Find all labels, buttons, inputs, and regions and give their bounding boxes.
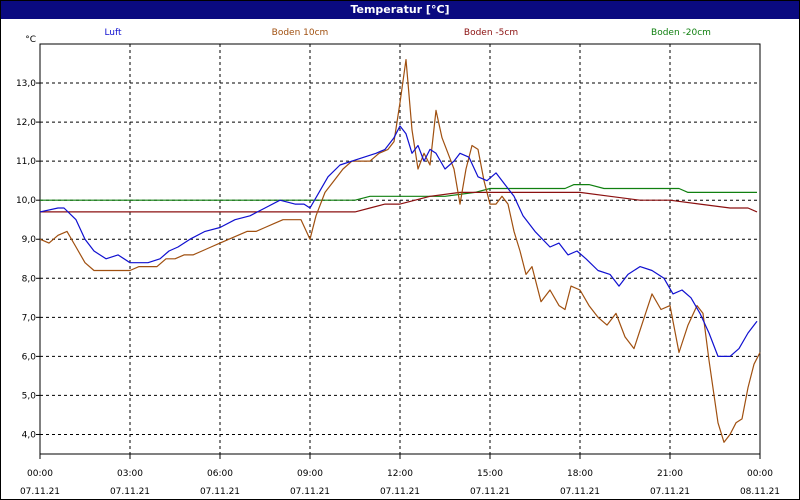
temperature-chart: 4,0 5,0 6,0 7,0 8,0 9,0 10,0 11,0 12,0 13,0 °C 00:0…	[16, 28, 780, 497]
series-line-boden-5cm	[40, 191, 758, 213]
x-tick-date: 07.11.21	[470, 487, 510, 497]
x-tick-time: 18:00	[567, 469, 593, 479]
series-line-boden-20cm	[40, 184, 757, 201]
y-tick-label: 10,0	[16, 196, 36, 206]
y-tick-label: 11,0	[16, 157, 36, 167]
legend-entry-luft: Luft	[104, 28, 122, 38]
x-tick-date: 08.11.21	[740, 487, 780, 497]
chart-title: Temperatur [°C]	[1, 1, 799, 19]
x-tick-time: 21:00	[657, 469, 683, 479]
y-tick-label: 6,0	[22, 352, 37, 362]
y-tick-label: 5,0	[22, 391, 37, 401]
y-tick-label: 7,0	[22, 313, 37, 323]
x-tick-date: 07.11.21	[560, 487, 600, 497]
x-tick-time: 12:00	[387, 469, 413, 479]
x-tick-time: 00:00	[747, 469, 773, 479]
x-tick-time: 00:00	[27, 469, 53, 479]
legend-entry-boden-5cm: Boden -5cm	[464, 28, 518, 38]
x-tick-date: 07.11.21	[290, 487, 330, 497]
x-tick-date: 07.11.21	[110, 487, 150, 497]
legend-entry-boden-20cm: Boden -20cm	[651, 28, 711, 38]
series-line-boden-10cm	[39, 58, 761, 443]
y-tick-label: 13,0	[16, 79, 36, 89]
x-tick-date: 07.11.21	[200, 487, 240, 497]
y-tick-label: 8,0	[22, 274, 37, 284]
x-tick-time: 15:00	[477, 469, 503, 479]
legend-entry-boden-10cm: Boden 10cm	[272, 28, 329, 38]
x-tick-time: 03:00	[117, 469, 143, 479]
y-tick-label: 12,0	[16, 118, 36, 128]
series-line-luft	[39, 125, 758, 357]
y-tick-label: 4,0	[22, 430, 37, 440]
x-tick-time: 09:00	[297, 469, 323, 479]
y-tick-label: 9,0	[22, 235, 37, 245]
x-tick-date: 07.11.21	[20, 487, 60, 497]
y-axis-label: °C	[25, 35, 36, 45]
x-tick-date: 07.11.21	[650, 487, 690, 497]
x-tick-date: 07.11.21	[380, 487, 420, 497]
x-tick-time: 06:00	[207, 469, 233, 479]
